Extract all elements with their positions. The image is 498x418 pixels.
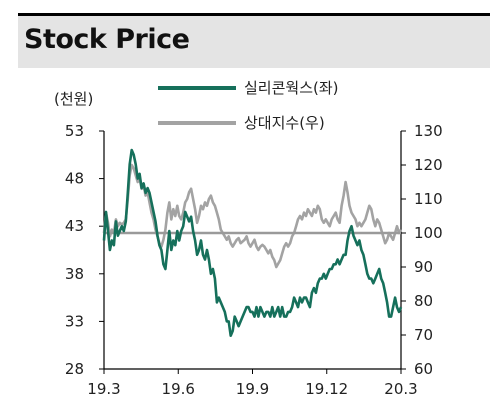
x-axis-ticks: 19.3 19.6 19.9 19.12 20.3 [87, 369, 418, 398]
series-layer [102, 148, 403, 337]
title-bar: Stock Price [18, 16, 490, 68]
chart-axes [103, 131, 402, 370]
series-line-silicon-works [102, 148, 403, 337]
right-tick-label: 70 [414, 326, 433, 344]
legend-label-relative: 상대지수(우) [244, 114, 325, 132]
right-tick-label: 110 [414, 190, 443, 208]
right-tick-label: 90 [414, 258, 433, 276]
right-tick-label: 100 [414, 224, 443, 242]
x-tick-label: 19.6 [162, 380, 195, 398]
left-tick-label: 28 [65, 360, 84, 378]
right-axis-ticks: 60 70 80 90 100 110 120 130 [401, 122, 443, 378]
right-tick-label: 130 [414, 122, 443, 140]
right-tick-label: 120 [414, 156, 443, 174]
right-tick-label: 80 [414, 292, 433, 310]
series-line-relative-index [102, 163, 403, 269]
right-tick-label: 60 [414, 360, 433, 378]
left-tick-label: 43 [65, 217, 84, 235]
left-tick-label: 48 [65, 170, 84, 188]
legend-label-company: 실리콘웍스(좌) [244, 79, 339, 97]
x-tick-label: 19.3 [87, 380, 120, 398]
title-top-rule [18, 13, 490, 16]
left-axis-ticks: 28 33 38 43 48 53 [65, 122, 104, 378]
left-tick-label: 53 [65, 122, 84, 140]
x-tick-label: 19.12 [305, 380, 348, 398]
chart-title: Stock Price [24, 24, 190, 55]
x-tick-label: 20.3 [384, 380, 417, 398]
legend: 실리콘웍스(좌) 상대지수(우) [158, 79, 339, 132]
left-axis-unit: (천원) [54, 90, 93, 108]
x-tick-label: 19.9 [236, 380, 269, 398]
left-tick-label: 38 [65, 265, 84, 283]
left-tick-label: 33 [65, 312, 84, 330]
